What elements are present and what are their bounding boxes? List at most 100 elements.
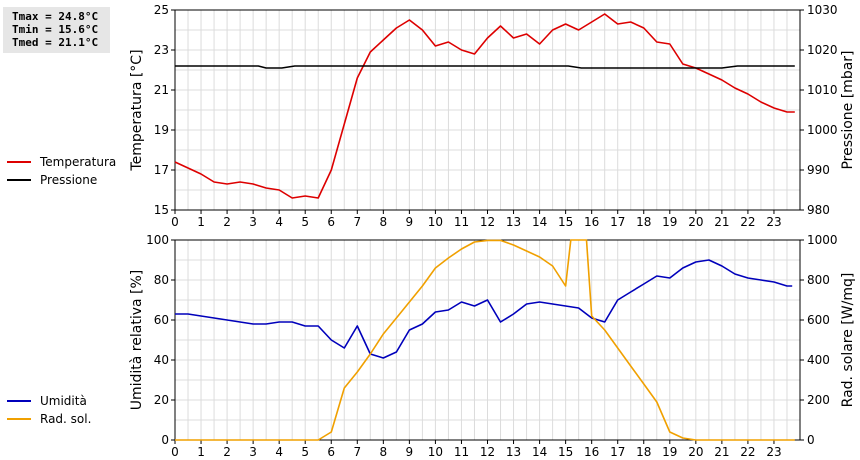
x-tick-label: 2 bbox=[223, 445, 231, 459]
x-tick-label: 14 bbox=[532, 445, 547, 459]
y-right-axis-title: Rad. solare [W/mq] bbox=[840, 273, 856, 408]
x-tick-label: 11 bbox=[454, 445, 469, 459]
y-left-tick-label: 19 bbox=[154, 123, 169, 137]
x-tick-label: 23 bbox=[766, 445, 781, 459]
x-tick-label: 5 bbox=[301, 215, 309, 229]
legend-item-umidita: Umidità bbox=[7, 392, 91, 410]
x-tick-label: 20 bbox=[688, 215, 703, 229]
y-left-tick-label: 15 bbox=[154, 203, 169, 217]
chart-panel-bottom: 0 1 2 3 4 5 6 7 8 9 10 11 12 13 14 15 16 17 18 19 20 21 22 2302… bbox=[129, 233, 856, 459]
x-tick-label: 7 bbox=[353, 215, 361, 229]
x-tick-label: 7 bbox=[353, 445, 361, 459]
x-tick-label: 9 bbox=[406, 215, 414, 229]
x-tick-label: 20 bbox=[688, 445, 703, 459]
y-left-tick-label: 80 bbox=[154, 273, 169, 287]
tmin-text: Tmin = 15.6°C bbox=[12, 23, 99, 36]
x-tick-label: 8 bbox=[380, 215, 388, 229]
tmax-text: Tmax = 24.8°C bbox=[12, 10, 99, 23]
x-tick-label: 12 bbox=[480, 445, 495, 459]
legend-item-temperatura: Temperatura bbox=[7, 153, 116, 171]
y-right-tick-label: 1020 bbox=[807, 43, 838, 57]
legend-swatch-temperatura bbox=[7, 161, 31, 163]
y-right-tick-label: 990 bbox=[807, 163, 830, 177]
x-tick-label: 21 bbox=[714, 445, 729, 459]
x-tick-label: 19 bbox=[662, 445, 677, 459]
legend-label-pressione: Pressione bbox=[40, 173, 98, 187]
x-tick-label: 13 bbox=[506, 445, 521, 459]
series-line-pressione bbox=[175, 65, 795, 69]
stats-box: Tmax = 24.8°C Tmin = 15.6°C Tmed = 21.1°… bbox=[3, 7, 110, 53]
y-right-tick-label: 200 bbox=[807, 393, 830, 407]
y-right-tick-label: 0 bbox=[807, 433, 815, 447]
legend-top: Temperatura Pressione bbox=[7, 153, 116, 189]
y-right-tick-label: 1010 bbox=[807, 83, 838, 97]
x-tick-label: 4 bbox=[275, 215, 283, 229]
series-line-umidit bbox=[175, 259, 793, 359]
y-left-tick-label: 40 bbox=[154, 353, 169, 367]
x-tick-label: 0 bbox=[171, 445, 179, 459]
legend-label-rad-sol: Rad. sol. bbox=[40, 412, 92, 426]
x-tick-label: 4 bbox=[275, 445, 283, 459]
y-left-axis-title: Umidità relativa [%] bbox=[129, 270, 145, 411]
x-tick-label: 6 bbox=[327, 445, 335, 459]
legend-label-umidita: Umidità bbox=[40, 394, 87, 408]
y-right-tick-label: 400 bbox=[807, 353, 830, 367]
x-tick-label: 0 bbox=[171, 215, 179, 229]
legend-swatch-pressione bbox=[7, 179, 31, 181]
x-tick-label: 3 bbox=[249, 215, 257, 229]
y-right-tick-label: 600 bbox=[807, 313, 830, 327]
x-tick-label: 18 bbox=[636, 445, 651, 459]
y-left-tick-label: 20 bbox=[154, 393, 169, 407]
y-left-tick-label: 100 bbox=[146, 233, 169, 247]
series-line-rad-sol bbox=[175, 239, 795, 441]
x-tick-label: 22 bbox=[740, 445, 755, 459]
x-tick-label: 9 bbox=[406, 445, 414, 459]
legend-swatch-rad-sol bbox=[7, 418, 31, 420]
x-tick-label: 10 bbox=[428, 215, 443, 229]
y-right-tick-label: 980 bbox=[807, 203, 830, 217]
y-left-tick-label: 23 bbox=[154, 43, 169, 57]
y-right-axis-title: Pressione [mbar] bbox=[840, 50, 856, 169]
x-tick-label: 23 bbox=[766, 215, 781, 229]
y-right-tick-label: 1000 bbox=[807, 123, 838, 137]
x-tick-label: 13 bbox=[506, 215, 521, 229]
chart-panel-top: 0 1 2 3 4 5 6 7 8 9 10 11 12 13 14 15 16 17 18 19 20 21 22 2315… bbox=[129, 3, 856, 229]
x-tick-label: 11 bbox=[454, 215, 469, 229]
x-tick-label: 21 bbox=[714, 215, 729, 229]
x-tick-label: 15 bbox=[558, 215, 573, 229]
legend-item-pressione: Pressione bbox=[7, 171, 116, 189]
x-tick-label: 17 bbox=[610, 445, 625, 459]
x-tick-label: 17 bbox=[610, 215, 625, 229]
x-tick-label: 10 bbox=[428, 445, 443, 459]
x-tick-label: 1 bbox=[197, 445, 205, 459]
y-left-axis-title: Temperatura [°C] bbox=[129, 49, 145, 171]
tmed-text: Tmed = 21.1°C bbox=[12, 36, 99, 49]
x-tick-label: 3 bbox=[249, 445, 257, 459]
x-tick-label: 14 bbox=[532, 215, 547, 229]
legend-bottom: Umidità Rad. sol. bbox=[7, 392, 91, 428]
x-tick-label: 15 bbox=[558, 445, 573, 459]
x-tick-label: 12 bbox=[480, 215, 495, 229]
y-left-tick-label: 21 bbox=[154, 83, 169, 97]
x-tick-label: 5 bbox=[301, 445, 309, 459]
legend-item-rad-sol: Rad. sol. bbox=[7, 410, 91, 428]
x-tick-label: 18 bbox=[636, 215, 651, 229]
y-left-tick-label: 25 bbox=[154, 3, 169, 17]
x-tick-label: 2 bbox=[223, 215, 231, 229]
y-left-tick-label: 17 bbox=[154, 163, 169, 177]
legend-swatch-umidita bbox=[7, 400, 31, 402]
x-tick-label: 8 bbox=[380, 445, 388, 459]
x-tick-label: 19 bbox=[662, 215, 677, 229]
y-right-tick-label: 1030 bbox=[807, 3, 838, 17]
x-tick-label: 22 bbox=[740, 215, 755, 229]
y-right-tick-label: 1000 bbox=[807, 233, 838, 247]
x-tick-label: 16 bbox=[584, 215, 599, 229]
legend-label-temperatura: Temperatura bbox=[40, 155, 117, 169]
y-left-tick-label: 0 bbox=[161, 433, 169, 447]
x-tick-label: 1 bbox=[197, 215, 205, 229]
x-tick-label: 6 bbox=[327, 215, 335, 229]
y-right-tick-label: 800 bbox=[807, 273, 830, 287]
y-left-tick-label: 60 bbox=[154, 313, 169, 327]
x-tick-label: 16 bbox=[584, 445, 599, 459]
